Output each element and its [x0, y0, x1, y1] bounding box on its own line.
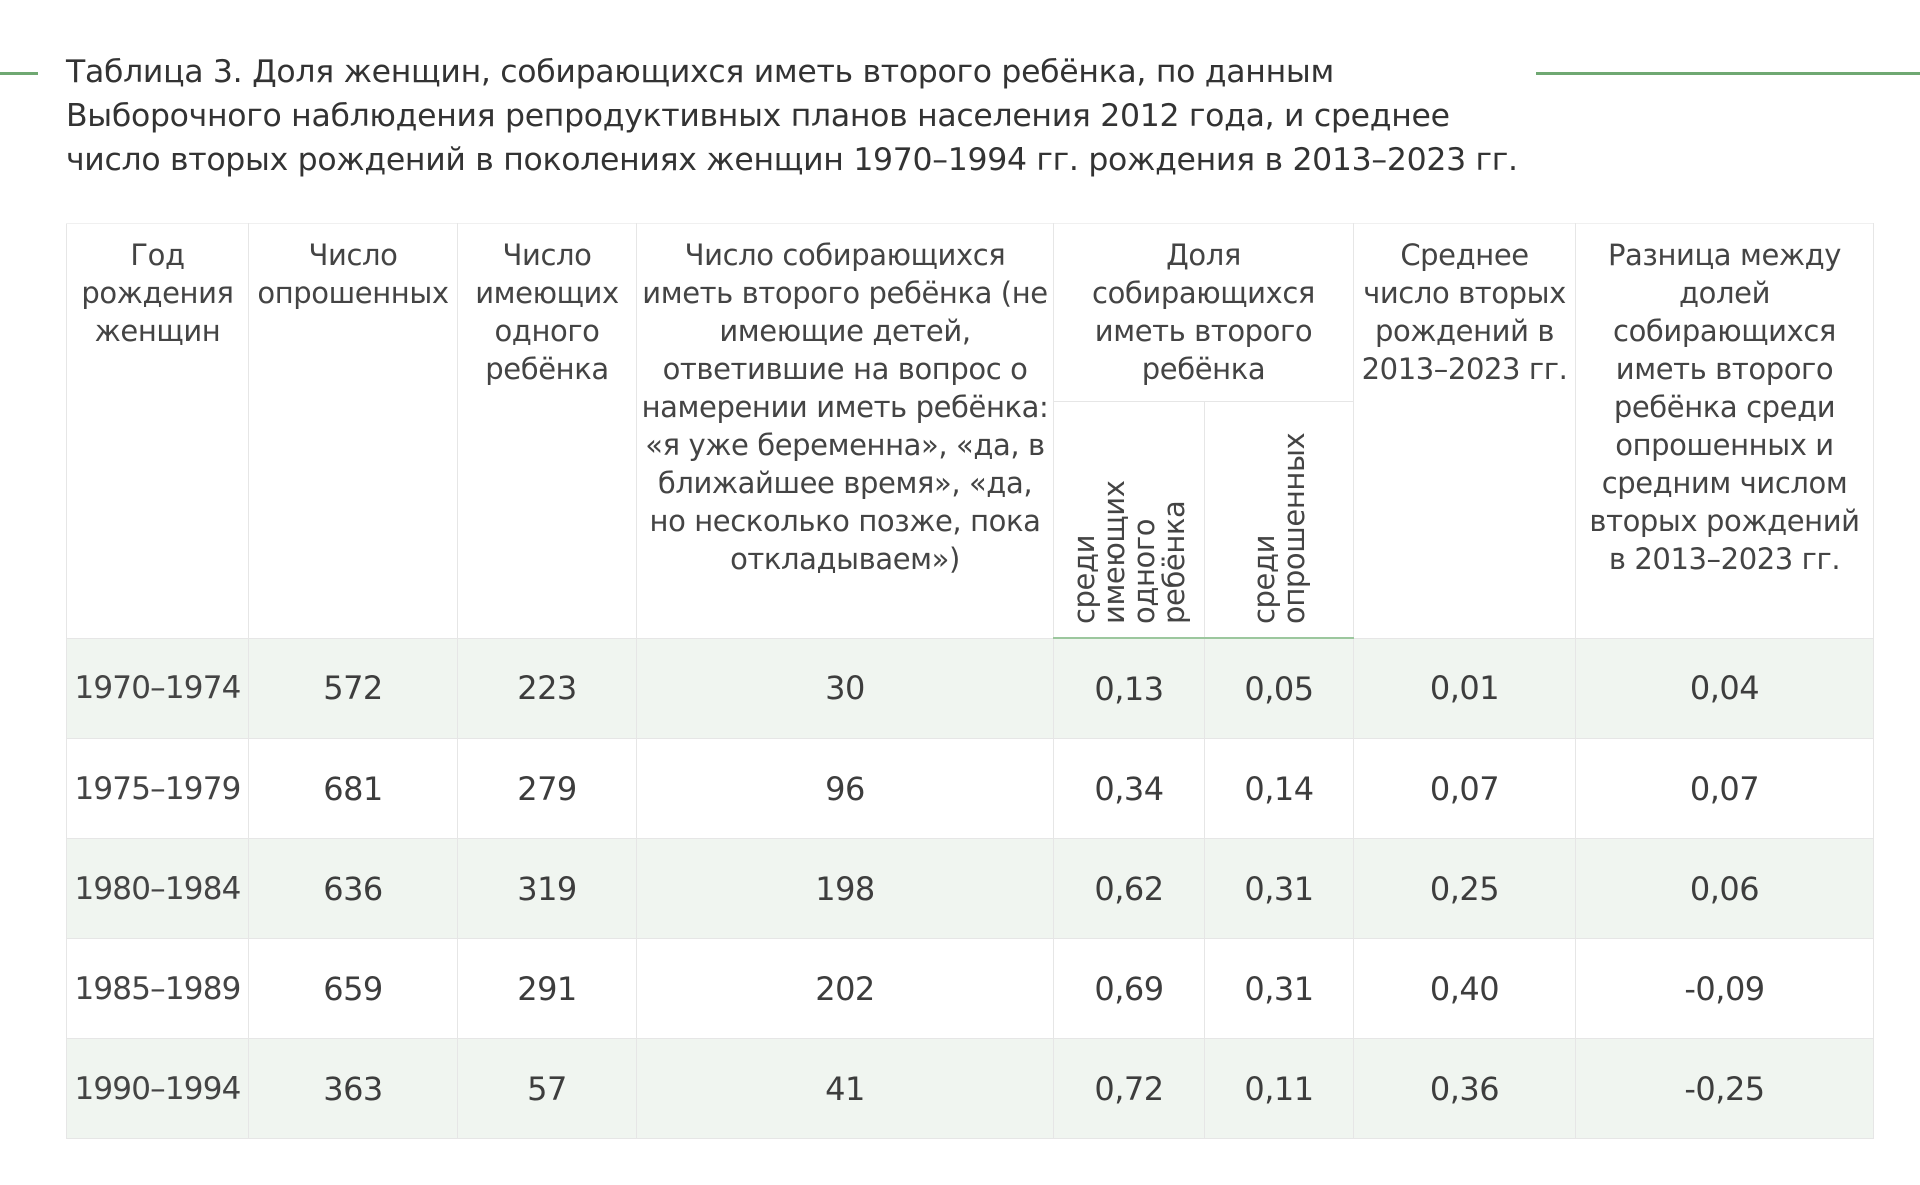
cell-birth-year: 1975–1979 — [66, 738, 249, 839]
subheader-row: среди имеющих одного ребёнка среди опрош… — [67, 401, 1874, 639]
subheader-share-among-surveyed: среди опрошенных — [1203, 401, 1355, 639]
cell-difference: 0,07 — [1575, 738, 1875, 839]
cell-avg-second: 0,25 — [1353, 838, 1577, 939]
cell-one-child: 57 — [457, 1038, 637, 1139]
cell-one-child: 223 — [457, 637, 637, 739]
cell-share-among-surveyed: 0,31 — [1203, 838, 1355, 939]
cell-share-among-surveyed: 0,05 — [1203, 637, 1355, 739]
header-share: Доля собирающихся иметь второго ребёнка — [1052, 223, 1355, 402]
cell-share-among-surveyed: 0,31 — [1203, 938, 1355, 1039]
cell-one-child: 291 — [457, 938, 637, 1039]
cell-share-among-one: 0,72 — [1053, 1038, 1205, 1139]
header-one-child: Число имеющих одного ребёнка — [457, 223, 637, 639]
header-avg-second: Среднее число вторых рождений в 2013–202… — [1353, 223, 1577, 639]
header-row: Год рождения женщин Число опрошенных Чис… — [66, 223, 1875, 639]
cell-avg-second: 0,40 — [1353, 938, 1577, 1039]
cell-difference: -0,25 — [1575, 1038, 1875, 1139]
table-row: 1985–1989 659 291 202 0,69 0,31 0,40 -0,… — [66, 938, 1875, 1039]
cell-difference: 0,06 — [1575, 838, 1875, 939]
cell-intend: 96 — [636, 738, 1054, 839]
cell-birth-year: 1970–1974 — [66, 637, 249, 739]
table-row: 1980–1984 636 319 198 0,62 0,31 0,25 0,0… — [66, 838, 1875, 939]
cell-intend: 198 — [636, 838, 1054, 939]
cell-one-child: 279 — [457, 738, 637, 839]
cell-share-among-one: 0,69 — [1053, 938, 1205, 1039]
header-surveyed: Число опрошенных — [248, 223, 458, 639]
cell-surveyed: 572 — [248, 637, 458, 739]
table-row: 1990–1994 363 57 41 0,72 0,11 0,36 -0,25 — [66, 1038, 1875, 1139]
cell-share-among-one: 0,13 — [1053, 637, 1205, 739]
data-table: Год рождения женщин Число опрошенных Чис… — [66, 223, 1875, 1139]
cell-surveyed: 636 — [248, 838, 458, 939]
cell-surveyed: 659 — [248, 938, 458, 1039]
cell-avg-second: 0,07 — [1353, 738, 1577, 839]
cell-birth-year: 1985–1989 — [66, 938, 249, 1039]
subheader-share-among-one: среди имеющих одного ребёнка — [1053, 401, 1205, 639]
cell-surveyed: 681 — [248, 738, 458, 839]
cell-difference: -0,09 — [1575, 938, 1875, 1039]
cell-difference: 0,04 — [1575, 637, 1875, 739]
cell-share-among-one: 0,34 — [1053, 738, 1205, 839]
cell-intend: 30 — [636, 637, 1054, 739]
cell-birth-year: 1990–1994 — [66, 1038, 249, 1139]
decorative-rule-left — [0, 72, 38, 75]
cell-one-child: 319 — [457, 838, 637, 939]
cell-intend: 202 — [636, 938, 1054, 1039]
cell-birth-year: 1980–1984 — [66, 838, 249, 939]
table-row: 1970–1974 572 223 30 0,13 0,05 0,01 0,04 — [66, 637, 1875, 739]
table-row: 1975–1979 681 279 96 0,34 0,14 0,07 0,07 — [66, 738, 1875, 839]
cell-avg-second: 0,01 — [1353, 637, 1577, 739]
table-title: Таблица 3. Доля женщин, собирающихся име… — [66, 54, 1518, 178]
decorative-rule-right — [1536, 72, 1920, 75]
header-intend: Число собирающихся иметь второго ребёнка… — [636, 223, 1054, 639]
header-birth-year: Год рождения женщин — [66, 223, 249, 639]
subheader-share-among-surveyed-label: среди опрошенных — [1247, 432, 1311, 624]
cell-share-among-surveyed: 0,11 — [1203, 1038, 1355, 1139]
subheader-share-among-one-label: среди имеющих одного ребёнка — [1067, 480, 1191, 624]
cell-surveyed: 363 — [248, 1038, 458, 1139]
cell-share-among-one: 0,62 — [1053, 838, 1205, 939]
cell-share-among-surveyed: 0,14 — [1203, 738, 1355, 839]
cell-avg-second: 0,36 — [1353, 1038, 1577, 1139]
header-difference: Разница между долей собирающихся иметь в… — [1575, 223, 1875, 639]
cell-intend: 41 — [636, 1038, 1054, 1139]
